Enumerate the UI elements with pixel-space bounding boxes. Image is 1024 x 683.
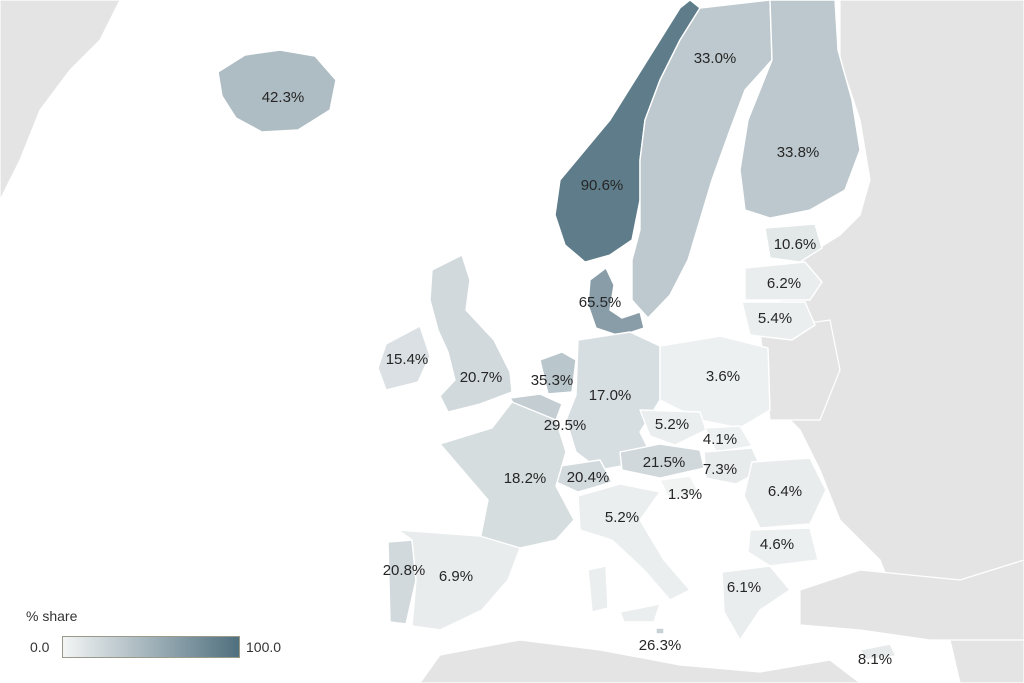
legend-title: % share: [26, 608, 78, 624]
legend-gradient-bar: [62, 636, 240, 658]
region-ireland[interactable]: [377, 325, 431, 391]
region-portugal[interactable]: [387, 539, 417, 625]
region-cyprus[interactable]: [859, 643, 897, 661]
region-austria[interactable]: [619, 443, 705, 479]
label-czechia: 5.2%: [655, 416, 689, 433]
label-bulgaria: 4.6%: [760, 536, 794, 553]
label-hungary: 7.3%: [703, 461, 737, 478]
region-malta[interactable]: [655, 627, 665, 635]
land-north-africa: [419, 639, 861, 683]
region-bulgaria[interactable]: [747, 527, 819, 567]
region-romania[interactable]: [743, 457, 827, 529]
label-poland: 3.6%: [706, 368, 740, 385]
color-legend: % share 0.0 100.0: [26, 608, 326, 668]
label-lithuania: 5.4%: [758, 310, 792, 327]
label-austria: 21.5%: [643, 454, 686, 471]
country-layer: [217, 0, 897, 661]
region-spain[interactable]: [397, 529, 521, 631]
label-united-kingdom: 20.7%: [460, 369, 503, 386]
label-italy: 5.2%: [605, 509, 639, 526]
region-lithuania[interactable]: [741, 301, 816, 341]
label-denmark: 65.5%: [579, 294, 622, 311]
label-belgium: 29.5%: [544, 417, 587, 434]
label-switzerland: 20.4%: [567, 469, 610, 486]
label-spain: 6.9%: [439, 568, 473, 585]
legend-min-label: 0.0: [30, 639, 50, 655]
label-layer: 42.3% 90.6% 33.0% 33.8% 10.6% 6.2% 5.4% …: [262, 50, 892, 668]
land-turkey: [799, 559, 1024, 641]
label-netherlands: 35.3%: [531, 372, 574, 389]
label-france: 18.2%: [504, 470, 547, 487]
region-denmark[interactable]: [587, 267, 645, 337]
label-finland: 33.8%: [777, 144, 820, 161]
region-iceland[interactable]: [217, 49, 337, 133]
region-poland[interactable]: [659, 335, 771, 429]
region-united-kingdom[interactable]: [429, 254, 513, 413]
region-slovakia[interactable]: [704, 425, 753, 453]
region-slovenia[interactable]: [659, 475, 701, 501]
region-netherlands[interactable]: [539, 351, 577, 395]
land-greenland-edge: [0, 0, 121, 201]
label-iceland: 42.3%: [262, 89, 305, 106]
label-estonia: 10.6%: [774, 236, 817, 253]
region-sweden[interactable]: [631, 0, 773, 319]
label-portugal: 20.8%: [383, 562, 426, 579]
region-latvia[interactable]: [744, 261, 823, 301]
label-slovenia: 1.3%: [668, 486, 702, 503]
label-sweden: 33.0%: [694, 50, 737, 67]
legend-max-label: 100.0: [246, 639, 282, 655]
label-germany: 17.0%: [589, 387, 632, 404]
label-cyprus: 8.1%: [858, 651, 892, 668]
region-finland[interactable]: [739, 0, 861, 219]
label-greece: 6.1%: [727, 579, 761, 596]
label-malta: 26.3%: [639, 637, 682, 654]
label-ireland: 15.4%: [386, 351, 429, 368]
region-france[interactable]: [439, 401, 575, 549]
label-romania: 6.4%: [768, 483, 802, 500]
region-czechia[interactable]: [639, 409, 707, 446]
region-estonia[interactable]: [764, 223, 823, 263]
region-greece[interactable]: [721, 565, 791, 641]
label-latvia: 6.2%: [767, 275, 801, 292]
region-italy[interactable]: [577, 483, 691, 623]
label-slovakia: 4.1%: [703, 431, 737, 448]
label-norway: 90.6%: [581, 177, 624, 194]
